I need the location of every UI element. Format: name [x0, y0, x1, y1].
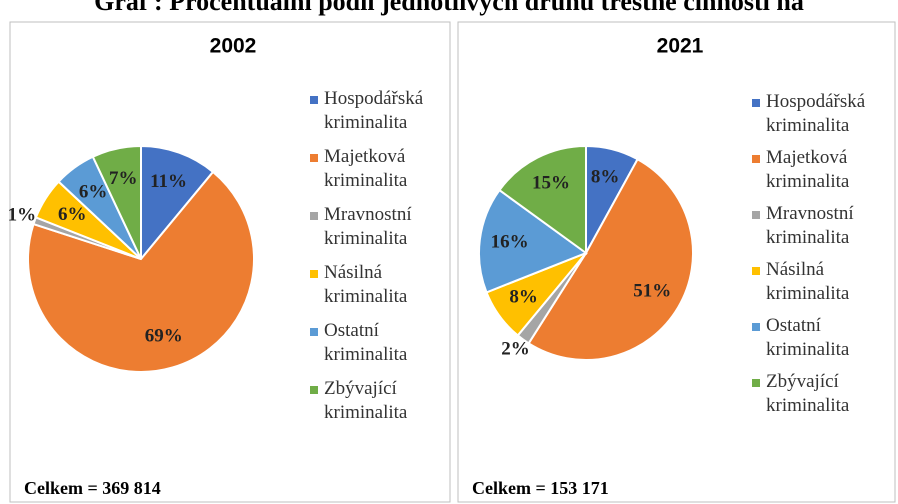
data-label: 2%	[501, 338, 530, 359]
legend-swatch	[752, 323, 760, 331]
legend-label: Násilná kriminalita	[766, 259, 850, 304]
pie-slice	[478, 188, 589, 294]
data-label: 11%	[150, 171, 187, 192]
pie-slice	[498, 144, 587, 255]
legend-label: Majetková kriminalita	[324, 146, 408, 191]
total-note: Celkem = 153 171	[472, 478, 609, 498]
legend-label: Mravnostní kriminalita	[766, 203, 854, 248]
chart-title: 2021	[657, 35, 704, 58]
data-label: 8%	[509, 287, 538, 308]
total-note: Celkem = 369 814	[24, 478, 161, 498]
legend-swatch	[310, 328, 318, 336]
data-label: 6%	[79, 182, 108, 203]
legend-label: Majetková kriminalita	[766, 147, 850, 192]
data-label: 16%	[491, 232, 529, 253]
legend-label: Hospodářská kriminalita	[324, 88, 424, 133]
panel	[457, 21, 896, 503]
data-label: 7%	[109, 168, 138, 189]
page-title: Graf : Procentuální podíl jednotlivých d…	[94, 0, 804, 16]
legend-swatch	[310, 270, 318, 278]
legend-swatch	[752, 99, 760, 107]
pie-slice	[91, 144, 142, 260]
legend-swatch	[310, 96, 318, 104]
panel	[9, 21, 451, 503]
legend-swatch	[752, 379, 760, 387]
legend-swatch	[310, 212, 318, 220]
legend-swatch	[752, 267, 760, 275]
legend-swatch	[310, 386, 318, 394]
data-label: 8%	[591, 167, 620, 188]
data-label: 1%	[8, 204, 37, 225]
legend-swatch	[752, 211, 760, 219]
legend-label: Násilná kriminalita	[324, 262, 408, 307]
pie-slice	[140, 144, 215, 262]
legend-label: Zbývající kriminalita	[324, 378, 408, 423]
legend-swatch	[752, 155, 760, 163]
legend-label: Ostatní kriminalita	[324, 320, 408, 365]
pie-slice	[27, 170, 255, 373]
chart-title: 2002	[210, 35, 257, 58]
pie-slice	[527, 157, 694, 361]
data-label: 15%	[532, 173, 570, 194]
legend-label: Zbývající kriminalita	[766, 371, 850, 416]
legend-swatch	[310, 154, 318, 162]
data-label: 51%	[633, 281, 671, 302]
legend-label: Mravnostní kriminalita	[324, 204, 412, 249]
legend-label: Hospodářská kriminalita	[766, 91, 866, 136]
data-label: 6%	[58, 204, 87, 225]
legend-label: Ostatní kriminalita	[766, 315, 850, 360]
data-label: 69%	[145, 325, 183, 346]
